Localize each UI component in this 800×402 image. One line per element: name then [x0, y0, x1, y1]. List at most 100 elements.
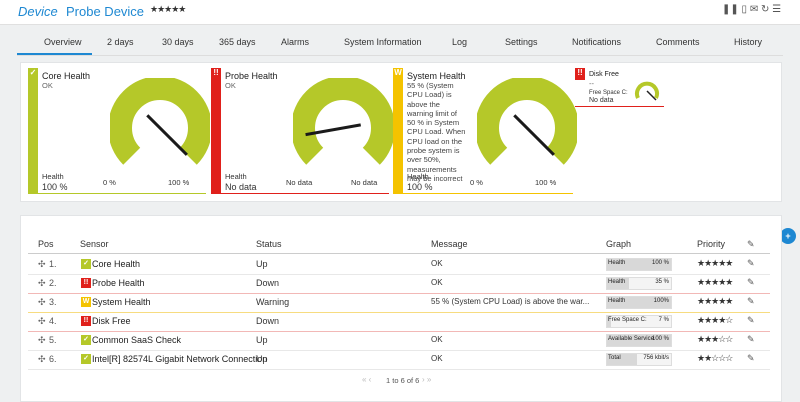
edit-row[interactable]: ✎: [747, 258, 755, 268]
gauge-needle: [646, 90, 657, 101]
sensor-name[interactable]: Disk Free: [92, 316, 131, 326]
tab[interactable]: System Information: [344, 37, 422, 47]
status-icon: ✓: [81, 335, 91, 345]
edit-row[interactable]: ✎: [747, 277, 755, 287]
graph-value: 100 %: [651, 260, 669, 266]
top-bar: [0, 0, 800, 25]
gauge-title: System Health: [407, 71, 466, 81]
gauge-title: Core Health: [42, 71, 91, 81]
sensor-status: Up: [256, 335, 268, 345]
column-header[interactable]: Status: [256, 239, 282, 249]
priority-stars[interactable]: ★★★★★: [697, 277, 733, 287]
graph-value: 100%: [653, 298, 669, 304]
column-header[interactable]: Pos: [38, 239, 54, 249]
tab[interactable]: Settings: [505, 37, 538, 47]
graph-label: Free Space C:: [608, 317, 647, 323]
gauge-max: 100 %: [168, 178, 190, 187]
edit-row[interactable]: ✎: [747, 315, 755, 325]
tab[interactable]: Notifications: [572, 37, 622, 47]
gauge-status: --: [589, 79, 594, 88]
tab-line: [17, 55, 783, 56]
mini-graph-fill: [607, 259, 671, 270]
priority-stars[interactable]: ★★★★☆: [697, 315, 733, 325]
priority-stars[interactable]: ★★★☆☆: [697, 334, 733, 344]
graph-value: 100 %: [651, 336, 669, 342]
status-icon: ✓: [81, 259, 91, 269]
tab[interactable]: Alarms: [281, 37, 310, 47]
priority-stars[interactable]: ★★★★★: [697, 258, 733, 268]
gauge-value: No data: [589, 97, 614, 104]
gauge-min: No data: [286, 178, 313, 187]
mini-graph: Health 100%: [606, 296, 672, 309]
edit-all[interactable]: ✎: [747, 239, 755, 249]
drag-handle: ✣: [38, 297, 46, 307]
tab[interactable]: Comments: [656, 37, 700, 47]
add-button[interactable]: +: [780, 228, 796, 244]
sensor-message: 55 % (System CPU Load) is above the war.…: [431, 297, 590, 306]
position: 4.: [49, 316, 57, 326]
sensor-name[interactable]: System Health: [92, 297, 151, 307]
gauge-min: 0 %: [103, 178, 116, 187]
gauge-status: OK: [225, 81, 236, 90]
gauge-value: 100 %: [407, 182, 433, 192]
sensor-row: ✣ 5. ✓ Common SaaS Check Up OK Available Servi…: [28, 331, 770, 351]
status-icon: W: [394, 68, 402, 77]
column-header[interactable]: Sensor: [80, 239, 109, 249]
priority-stars[interactable]: ★★★★★: [697, 296, 733, 306]
position: 3.: [49, 297, 57, 307]
tab[interactable]: Overview: [44, 37, 82, 47]
tab[interactable]: Log: [452, 37, 468, 47]
tab[interactable]: 2 days: [107, 37, 134, 47]
toolbar-icons[interactable]: ❚❚ ▯ ✉ ↻ ☰: [722, 4, 782, 15]
sensor-name[interactable]: Common SaaS Check: [92, 335, 182, 345]
edit-row[interactable]: ✎: [747, 334, 755, 344]
sensor-row: ✣ 6. ✓ Intel[R] 82574L Gigabit Network Conn…: [28, 350, 770, 370]
tab[interactable]: 365 days: [219, 37, 256, 47]
gauge-channel: Health: [407, 172, 429, 181]
position: 2.: [49, 278, 57, 288]
pager-prev[interactable]: « ‹: [362, 375, 372, 384]
position: 5.: [49, 335, 57, 345]
sensor-status: Up: [256, 354, 268, 364]
gauge-arc: [110, 78, 210, 165]
tab[interactable]: History: [734, 37, 763, 47]
graph-value: 35 %: [655, 279, 669, 285]
gauge-channel: Health: [225, 172, 247, 181]
column-header[interactable]: Graph: [606, 239, 632, 249]
gauge-min: 0 %: [470, 178, 483, 187]
gauge-arc: [477, 78, 577, 165]
gauge: [293, 78, 393, 165]
status-icon: ✓: [29, 68, 37, 77]
priority-stars[interactable]: ★★☆☆☆: [697, 353, 733, 363]
device-name: Probe Device: [66, 4, 145, 19]
graph-label: Total: [608, 355, 621, 361]
gauge-needle: [146, 114, 188, 156]
gauge-max: No data: [351, 178, 378, 187]
column-header[interactable]: Priority: [697, 239, 726, 249]
graph-label: Health: [608, 260, 626, 266]
status-stripe: [393, 68, 403, 193]
sensor-name[interactable]: Probe Health: [92, 278, 145, 288]
mini-graph-fill: [607, 316, 611, 327]
gauge-status: 55 % (System CPU Load) is above the warn…: [407, 81, 466, 183]
gauge-arc: [293, 78, 393, 165]
graph-value: 7 %: [658, 317, 669, 323]
edit-row[interactable]: ✎: [747, 296, 755, 306]
tab[interactable]: 30 days: [162, 37, 194, 47]
header-line: [28, 253, 770, 254]
mini-graph-fill: [607, 354, 637, 365]
drag-handle: ✣: [38, 278, 46, 288]
status-icon: W: [81, 297, 91, 307]
column-header[interactable]: Message: [431, 239, 468, 249]
sensor-message: OK: [431, 354, 443, 363]
drag-handle: ✣: [38, 335, 46, 345]
sensor-name[interactable]: Intel[R] 82574L Gigabit Network Connecti…: [92, 354, 268, 364]
status-stripe: [211, 68, 221, 193]
sensor-status: Down: [256, 316, 280, 326]
sensor-message: OK: [431, 259, 443, 268]
pager-next[interactable]: › »: [422, 375, 432, 384]
edit-row[interactable]: ✎: [747, 353, 755, 363]
sensor-name[interactable]: Core Health: [92, 259, 141, 269]
mini-graph-fill: [607, 278, 629, 289]
